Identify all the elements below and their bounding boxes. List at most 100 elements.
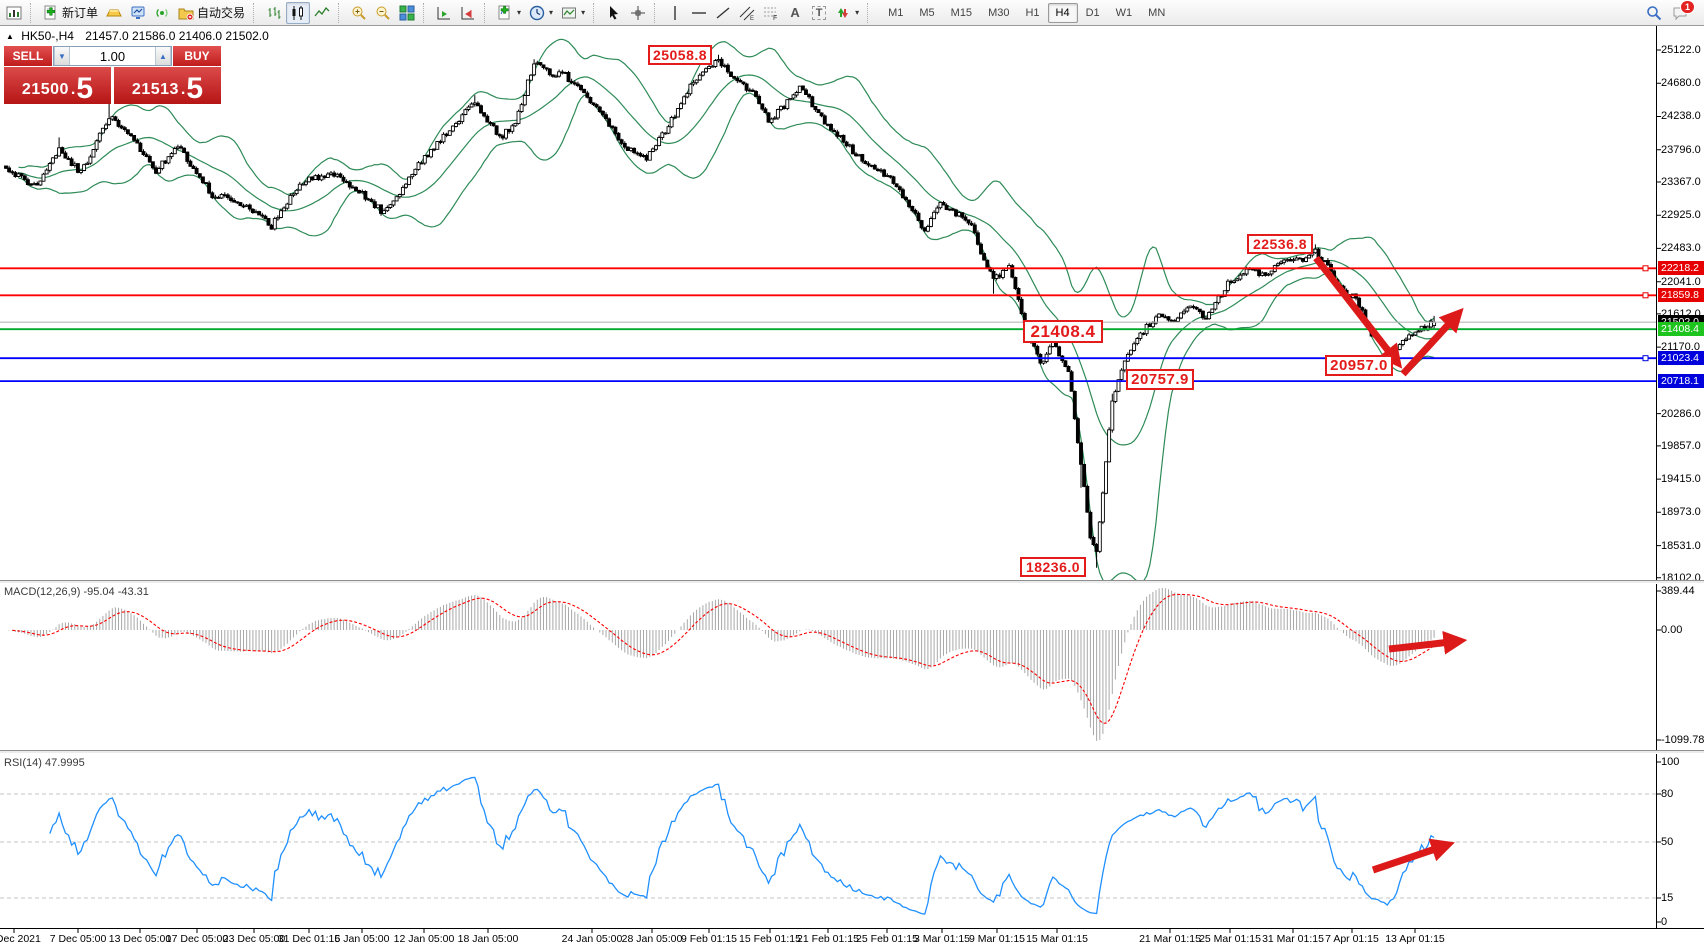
pane-resize-separator[interactable] bbox=[0, 580, 1704, 584]
x-axis-label: 1 Dec 2021 bbox=[0, 933, 41, 945]
price-annotation-label[interactable]: 21408.4 bbox=[1023, 320, 1103, 343]
channel-tool-button[interactable]: E bbox=[735, 2, 759, 24]
x-axis-label: 15 Feb 01:15 bbox=[739, 933, 801, 945]
indicators-dropdown-caret: ▾ bbox=[517, 8, 522, 17]
toolbar-separator bbox=[867, 2, 873, 23]
price-tag: 21859.8 bbox=[1658, 288, 1704, 303]
macd-axis-label: 0.00 bbox=[1661, 624, 1683, 636]
zoom-out-button[interactable] bbox=[371, 2, 395, 24]
x-axis-label: 31 Dec 01:15 bbox=[277, 933, 341, 945]
sell-price[interactable]: 21500. 5 bbox=[4, 67, 111, 104]
toolbar-separator bbox=[338, 2, 344, 23]
y-axis-label: 18973.0 bbox=[1661, 506, 1701, 519]
tile-windows-button[interactable] bbox=[395, 2, 419, 24]
x-axis-label: 31 Mar 01:15 bbox=[1262, 933, 1324, 945]
new-order-button[interactable]: 新订单 bbox=[39, 2, 102, 24]
y-axis-label: 19857.0 bbox=[1661, 439, 1701, 452]
pane-resize-separator[interactable] bbox=[0, 750, 1704, 754]
tf-button-h4[interactable]: H4 bbox=[1047, 2, 1078, 23]
chart-window-icon bbox=[6, 6, 22, 19]
autotrading-label: 自动交易 bbox=[197, 6, 246, 20]
tf-button-d1[interactable]: D1 bbox=[1085, 6, 1100, 19]
y-axis-label: 23367.0 bbox=[1661, 175, 1701, 188]
crosshair-tool-button[interactable] bbox=[626, 2, 650, 24]
y-axis-label: 21170.0 bbox=[1661, 341, 1700, 354]
tf-button-m1[interactable]: M1 bbox=[888, 6, 904, 19]
chart-shift-button[interactable] bbox=[456, 2, 480, 24]
autotrading-button[interactable]: 自动交易 bbox=[174, 2, 249, 24]
symbol-period: HK50-,H4 bbox=[21, 29, 74, 43]
templates-button[interactable]: ▾ bbox=[557, 2, 589, 24]
y-axis-label: 20286.0 bbox=[1661, 407, 1701, 420]
zoom-in-button[interactable] bbox=[347, 2, 371, 24]
y-axis-label: 24680.0 bbox=[1661, 77, 1701, 90]
tf-button-m30[interactable]: M30 bbox=[988, 6, 1010, 19]
volume-increase-button[interactable]: ▲ bbox=[155, 47, 171, 65]
price-annotation-label[interactable]: 22536.8 bbox=[1247, 234, 1313, 254]
volume-field[interactable]: 1.00 bbox=[99, 48, 126, 64]
y-axis-label: 23796.0 bbox=[1661, 143, 1701, 156]
tf-button-m15[interactable]: M15 bbox=[950, 6, 973, 19]
y-axis-label: 22041.0 bbox=[1661, 275, 1701, 288]
text-tool-button[interactable]: A bbox=[783, 2, 807, 24]
line-chart-icon bbox=[314, 6, 330, 16]
trend-arrow-objects[interactable] bbox=[1313, 255, 1468, 874]
template-icon bbox=[562, 7, 577, 18]
text-tool-icon: A bbox=[790, 5, 800, 20]
y-axis-label: 25122.0 bbox=[1661, 44, 1701, 56]
new-chart-button[interactable] bbox=[2, 2, 26, 24]
x-axis-label: 23 Dec 05:00 bbox=[222, 933, 286, 945]
tf-button-m5[interactable]: M5 bbox=[919, 6, 935, 19]
tf-button-w1[interactable]: W1 bbox=[1115, 6, 1133, 19]
clock-icon bbox=[529, 5, 545, 20]
new-order-label: 新订单 bbox=[62, 6, 99, 20]
buy-price[interactable]: 21513. 5 bbox=[114, 67, 221, 104]
macd-indicator bbox=[8, 588, 1435, 741]
price-tag: 21023.4 bbox=[1658, 351, 1704, 366]
x-axis-label: 17 Dec 05:00 bbox=[165, 933, 229, 945]
horizontal-line-tool-button[interactable] bbox=[687, 2, 711, 24]
y-axis-label: 19415.0 bbox=[1661, 473, 1701, 486]
fibonacci-tool-button[interactable]: F bbox=[759, 2, 783, 24]
volume-decrease-button[interactable]: ▼ bbox=[54, 47, 70, 65]
price-annotation-label[interactable]: 25058.8 bbox=[648, 45, 712, 65]
bar-chart-button[interactable] bbox=[262, 2, 286, 24]
svg-text:E: E bbox=[750, 16, 754, 21]
notifications-button[interactable]: 1 bbox=[1672, 0, 1695, 21]
indicators-button[interactable]: ▾ bbox=[493, 2, 525, 24]
x-axis-label: 15 Mar 01:15 bbox=[1026, 933, 1088, 945]
price-annotation-label[interactable]: 20757.9 bbox=[1126, 369, 1194, 390]
price-annotation-label[interactable]: 20957.0 bbox=[1325, 355, 1393, 376]
candlestick-chart-button[interactable] bbox=[286, 1, 311, 24]
search-icon[interactable] bbox=[1646, 5, 1662, 21]
tf-button-h1[interactable]: H1 bbox=[1025, 6, 1040, 19]
arrows-tool-button[interactable]: ▾ bbox=[831, 2, 863, 24]
cursor-tool-button[interactable] bbox=[602, 2, 626, 24]
x-axis-label: 13 Dec 05:00 bbox=[108, 933, 172, 945]
collapse-triangle-icon[interactable]: ▲ bbox=[6, 32, 14, 41]
terminal-icon bbox=[131, 6, 145, 19]
sell-button[interactable]: SELL bbox=[4, 46, 52, 66]
price-annotation-label[interactable]: 18236.0 bbox=[1020, 557, 1086, 577]
line-chart-button[interactable] bbox=[310, 2, 334, 24]
buy-button[interactable]: BUY bbox=[173, 46, 221, 66]
signal-icon bbox=[156, 8, 168, 17]
virtual-hosting-button[interactable] bbox=[126, 2, 150, 24]
buy-price-decimal: 5 bbox=[186, 72, 204, 105]
text-label-tool-button[interactable]: T bbox=[807, 2, 831, 24]
tf-button-mn[interactable]: MN bbox=[1148, 6, 1166, 19]
y-axis-label: 24238.0 bbox=[1661, 110, 1701, 123]
signals-button[interactable] bbox=[150, 2, 174, 24]
periods-button[interactable]: ▾ bbox=[525, 2, 557, 24]
auto-scroll-button[interactable] bbox=[432, 2, 456, 24]
price-tag: 20718.1 bbox=[1658, 374, 1704, 389]
vertical-line-tool-button[interactable] bbox=[663, 2, 687, 24]
x-axis-label: 9 Feb 01:15 bbox=[680, 933, 738, 945]
auto-scroll-icon bbox=[437, 6, 451, 19]
market-button[interactable] bbox=[102, 2, 126, 24]
buy-price-dot: . bbox=[180, 81, 186, 98]
trendline-tool-button[interactable] bbox=[711, 2, 735, 24]
vertical-line-icon bbox=[674, 5, 676, 20]
bar-chart-icon bbox=[268, 6, 281, 19]
